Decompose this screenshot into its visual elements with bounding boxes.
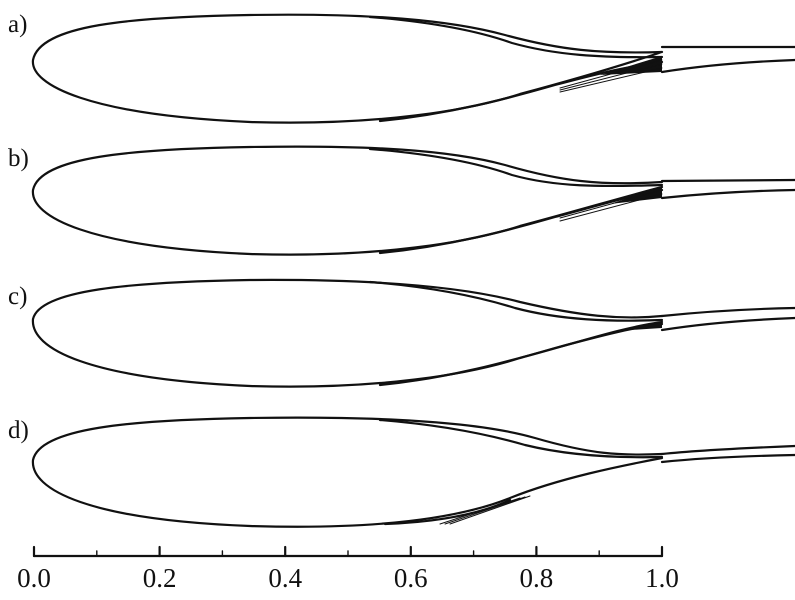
panel-c-airfoil [31, 278, 795, 388]
fill-lines [439, 495, 531, 525]
flap-lower [660, 188, 795, 200]
flap-lower [660, 316, 795, 332]
fill-lines [559, 189, 663, 222]
main-element-outline [31, 145, 664, 256]
fill-lines [559, 59, 663, 93]
tick-label: 0.4 [268, 563, 302, 593]
tick-label: 0.8 [520, 563, 554, 593]
main-element-outline [31, 278, 664, 388]
flap-lower [660, 58, 795, 74]
panel-label-a: a) [8, 11, 28, 38]
panel-label-c: c) [8, 283, 28, 310]
slot-upper-line [368, 15, 664, 59]
panel-b-airfoil [31, 145, 795, 256]
tick-labels: 0.0 0.2 0.4 0.6 0.8 1.0 [17, 563, 679, 593]
x-axis [32, 545, 664, 558]
panel-label-d: d) [8, 417, 29, 444]
trailing-gap-fill [630, 322, 662, 330]
trailing-gap-fill [610, 187, 662, 204]
flap-upper [660, 178, 795, 183]
main-element-outline [31, 416, 664, 528]
slot-lower-line [378, 322, 664, 387]
tick-label: 0.2 [143, 563, 177, 593]
panel-d-airfoil [31, 416, 795, 528]
flap-upper [660, 444, 795, 456]
slot-upper-line [368, 280, 664, 322]
panel-label-b: b) [8, 145, 29, 172]
tick-label: 0.0 [17, 563, 51, 593]
flap-lower [660, 453, 795, 464]
tick-label: 0.6 [394, 563, 428, 593]
flap-upper [660, 306, 795, 318]
trailing-gap-fill [600, 56, 662, 75]
main-element-outline [31, 13, 664, 124]
slot-upper-line [378, 418, 664, 459]
slot-upper-line [368, 147, 664, 188]
panel-a-airfoil [31, 13, 795, 124]
slot-lower-line [378, 188, 664, 255]
tick-label: 1.0 [645, 563, 679, 593]
